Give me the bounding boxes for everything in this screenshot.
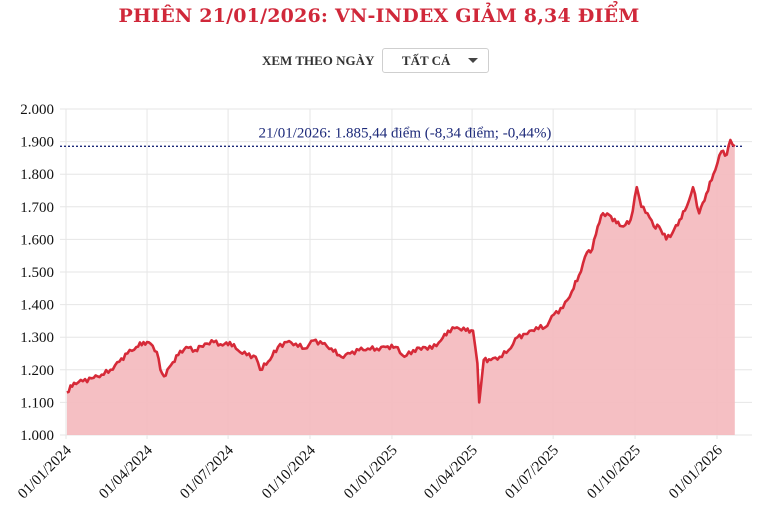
y-tick-label: 1.900 [20, 135, 54, 151]
y-tick-label: 1.400 [20, 298, 54, 314]
x-tick-label: 01/01/2025 [341, 443, 401, 503]
x-tick-label: 01/01/2026 [666, 442, 726, 502]
index-line[interactable] [66, 138, 736, 404]
date-filter: XEM THEO NGÀY TẤT CẢ [262, 48, 490, 73]
chevron-down-icon [468, 58, 479, 63]
y-tick-label: 2.000 [20, 102, 54, 118]
y-tick-label: 1.800 [20, 167, 54, 183]
x-tick-label: 01/07/2025 [502, 443, 562, 503]
latest-annotation: 21/01/2026: 1.885,44 điểm (-8,34 điểm; -… [259, 125, 552, 141]
x-tick-label: 01/04/2025 [421, 443, 481, 503]
y-axis: 1.000 1.100 1.200 1.300 1.400 1.500 1.600 1.700… [20, 102, 54, 444]
filter-label: XEM THEO NGÀY [262, 52, 375, 68]
chart-title: PHIÊN 21/01/2026: VN-INDEX GIẢM 8,34 ĐIỂ… [118, 5, 640, 27]
period-select[interactable]: TẤT CẢ [382, 48, 490, 73]
y-tick-label: 1.600 [20, 232, 54, 248]
x-tick-label: 01/10/2024 [259, 442, 319, 502]
area-fill [66, 140, 735, 435]
y-tick-label: 1.300 [20, 330, 54, 346]
x-tick-label: 01/04/2024 [96, 442, 156, 502]
y-tick-label: 1.200 [20, 363, 54, 379]
y-tick-label: 1.100 [20, 395, 54, 411]
x-tick-label: 01/10/2025 [584, 443, 644, 503]
x-axis: 01/01/2024 01/04/2024 01/07/2024 01/10/2024… [15, 442, 726, 502]
x-tick-label: 01/01/2024 [15, 442, 75, 502]
y-tick-label: 1.000 [20, 428, 54, 444]
period-select-value: TẤT CẢ [401, 52, 451, 68]
y-tick-label: 1.500 [20, 265, 54, 281]
x-tick-label: 01/07/2024 [177, 442, 237, 502]
y-tick-label: 1.700 [20, 200, 54, 216]
